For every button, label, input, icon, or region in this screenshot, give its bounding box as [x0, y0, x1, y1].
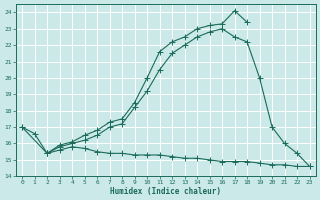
X-axis label: Humidex (Indice chaleur): Humidex (Indice chaleur) [110, 187, 221, 196]
